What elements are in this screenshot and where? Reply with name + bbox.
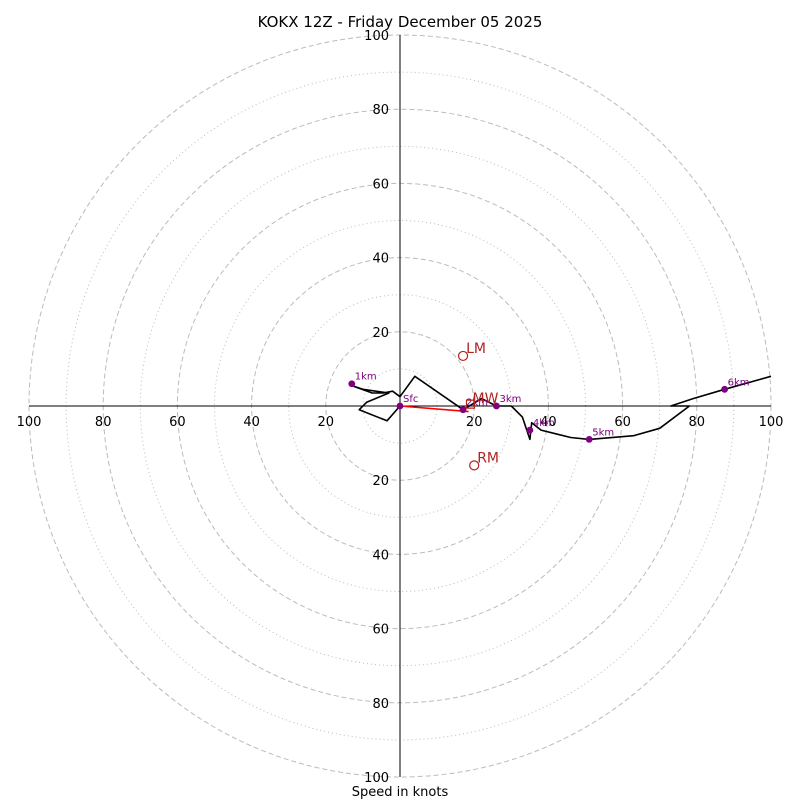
y-tick-down-20: 20 (372, 474, 389, 489)
height-label-3km: 3km (499, 394, 521, 405)
y-tick-up-20: 20 (372, 326, 389, 341)
hodograph-line (350, 375, 772, 441)
y-tick-down-60: 60 (372, 623, 389, 638)
x-tick-right-20: 20 (466, 415, 483, 430)
height-marker-6km (721, 385, 729, 393)
height-label-Sfc: Sfc (403, 394, 418, 405)
y-tick-up-40: 40 (372, 252, 389, 267)
x-tick-left-100: 100 (17, 415, 42, 430)
x-tick-right-100: 100 (759, 415, 784, 430)
height-marker-1km (348, 380, 356, 388)
hodograph-layer (350, 375, 772, 441)
x-tick-right-80: 80 (689, 415, 706, 430)
height-marker-4km (526, 426, 534, 434)
x-tick-left-60: 60 (169, 415, 186, 430)
height-markers: Sfc 1km 2km 3km 4km 5km 6km (348, 372, 750, 443)
storm-motion-lm-marker (457, 350, 469, 362)
x-tick-left-20: 20 (318, 415, 335, 430)
x-axis-label: Speed in knots (352, 785, 449, 800)
storm-motion-rm-marker (469, 460, 480, 471)
mean-wind-label: MW (472, 391, 498, 407)
x-tick-right-60: 60 (614, 415, 631, 430)
height-label-2km: 2km (466, 398, 488, 409)
tick-labels: 100 80 60 40 20 20 40 60 80 100 20 40 60 80 100 20 40 60 8… (17, 29, 784, 786)
mean-wind-marker (465, 399, 476, 409)
height-label-6km: 6km (728, 377, 750, 388)
shear-vector-line (399, 405, 469, 413)
x-tick-left-80: 80 (95, 415, 112, 430)
storm-motion-markers: LM RM MW (457, 341, 499, 471)
x-tick-right-40: 40 (540, 415, 557, 430)
height-marker-2km (459, 406, 467, 414)
chart-title: KOKX 12Z - Friday December 05 2025 (258, 13, 543, 31)
y-tick-up-60: 60 (372, 177, 389, 192)
height-marker-3km (493, 402, 500, 410)
y-tick-up-80: 80 (372, 103, 389, 118)
y-tick-down-80: 80 (372, 697, 389, 712)
height-marker-5km (585, 435, 593, 443)
y-tick-down-100: 100 (364, 771, 389, 786)
height-marker-Sfc (396, 402, 404, 410)
y-tick-up-100: 100 (364, 29, 389, 44)
storm-motion-rm-label: RM (477, 450, 499, 466)
height-label-4km: 4km (533, 418, 555, 429)
height-label-5km: 5km (592, 427, 614, 438)
y-tick-down-40: 40 (372, 548, 389, 563)
storm-motion-lm-label: LM (466, 341, 486, 357)
height-label-1km: 1km (355, 372, 377, 383)
x-tick-left-40: 40 (243, 415, 260, 430)
